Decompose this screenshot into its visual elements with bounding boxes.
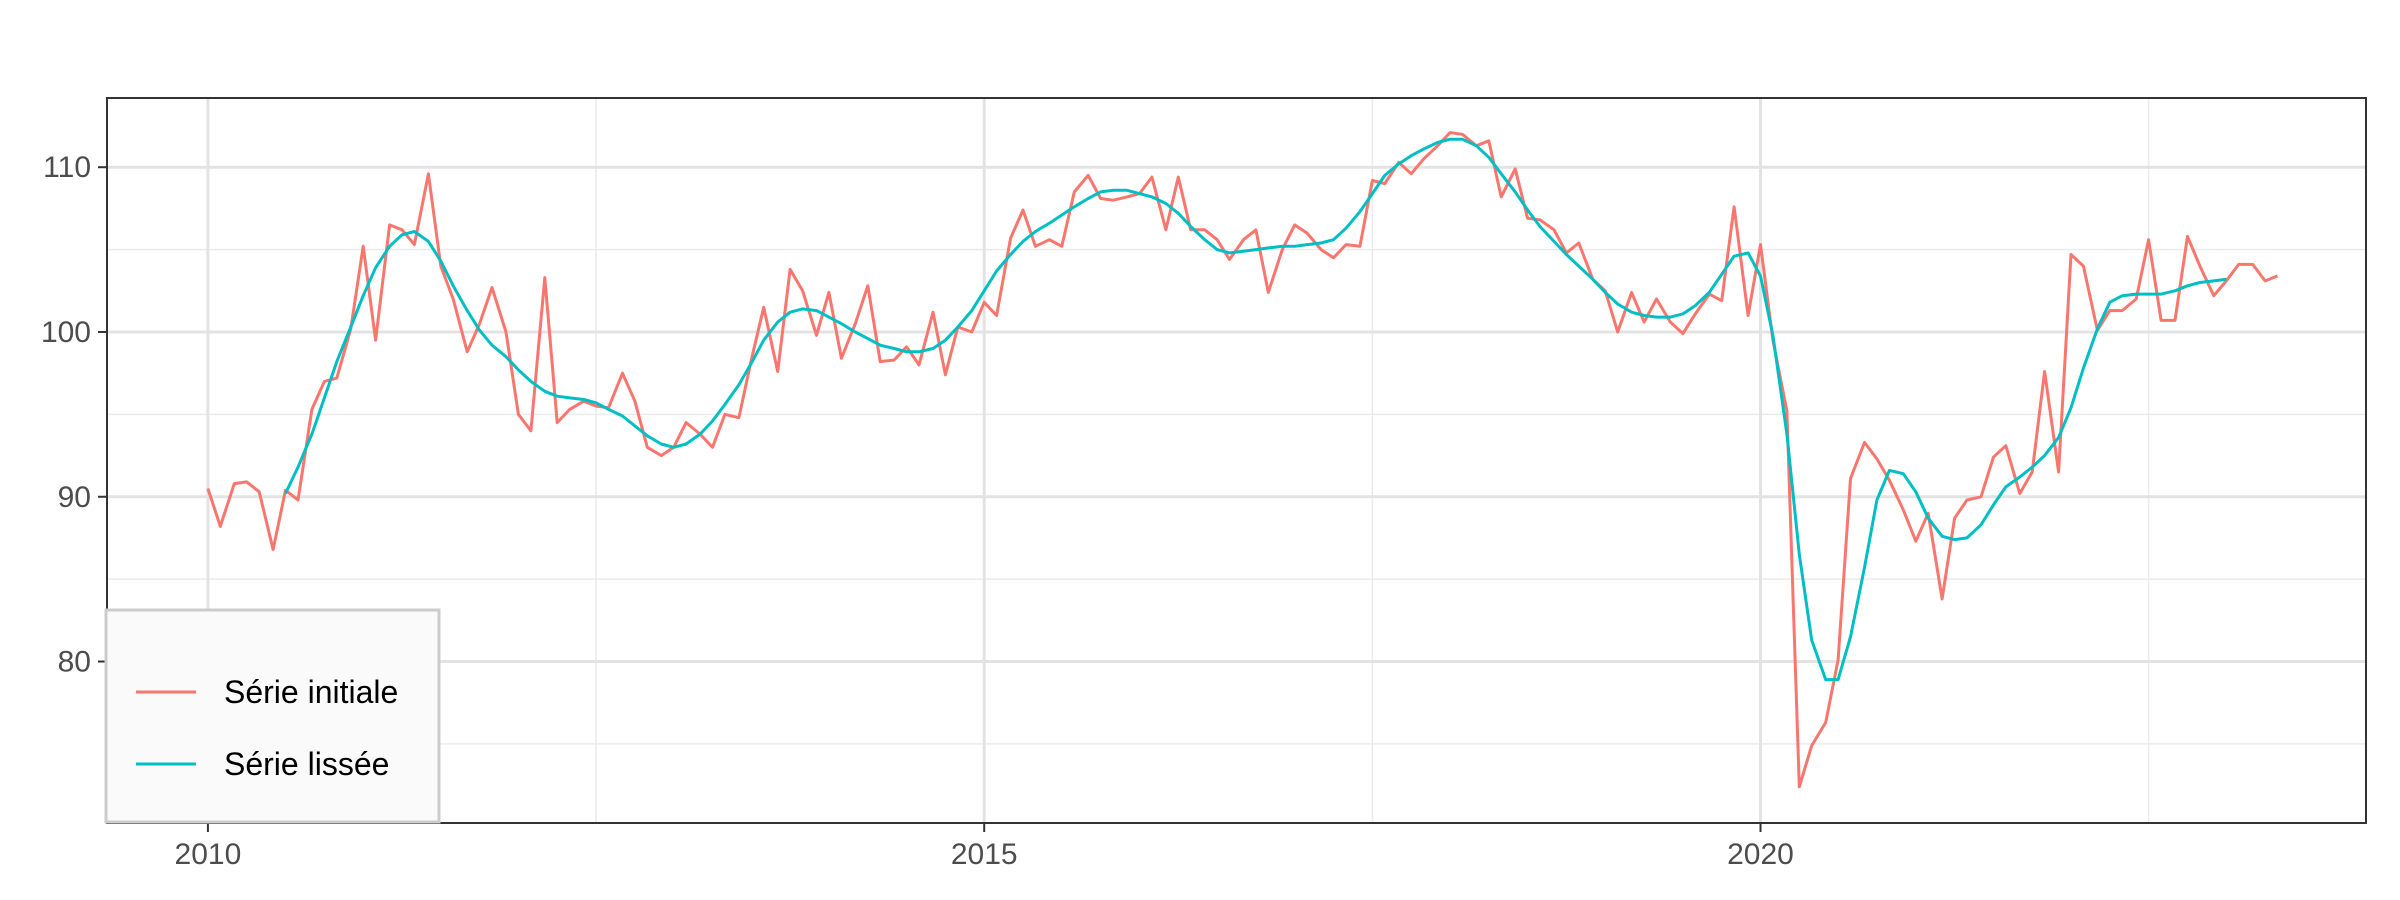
plot-panel-border xyxy=(106,97,2367,824)
series-line-lissee xyxy=(284,137,2227,682)
y-tick-label: 90 xyxy=(58,481,91,514)
y-tick-label: 110 xyxy=(43,151,91,184)
x-tick-label: 2010 xyxy=(175,838,242,871)
legend-label-initiale: Série initiale xyxy=(224,674,398,710)
x-tick-label: 2015 xyxy=(951,838,1018,871)
y-tick-label: 80 xyxy=(58,646,91,679)
legend-box xyxy=(104,608,441,824)
x-axis: 2010 2015 2020 xyxy=(175,823,1794,871)
major-gridlines xyxy=(107,98,2366,823)
y-tick-label: 100 xyxy=(41,316,91,349)
minor-gridlines xyxy=(107,98,2366,823)
x-tick-label: 2020 xyxy=(1727,838,1794,871)
legend: Série initiale Série lissée xyxy=(104,608,441,824)
y-axis: 80 90 100 110 xyxy=(41,151,107,679)
legend-label-lissee: Série lissée xyxy=(224,746,389,782)
series-line-initiale xyxy=(206,131,2279,789)
series-layer xyxy=(206,131,2279,789)
